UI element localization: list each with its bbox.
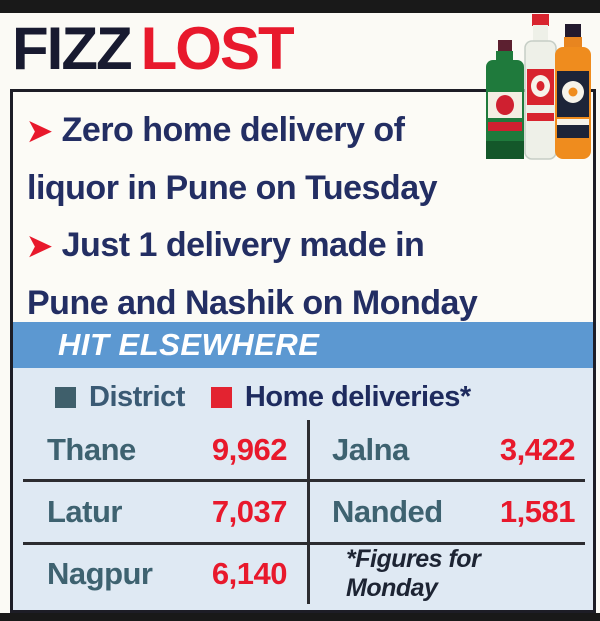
table-row: Latur 7,037 Nanded 1,581 [23,482,585,545]
arrow-bullet-icon: ➤ [27,230,52,263]
bullet-line: Pune and Nashik on Monday [27,284,478,322]
amber-bottle [555,24,591,159]
district-name: Jalna [332,431,409,467]
table-row: Thane 9,962 Jalna 3,422 [23,420,585,483]
district-value: 6,140 [211,556,288,592]
arrow-bullet-icon: ➤ [27,115,52,148]
table-cell-jalna: Jalna 3,422 [310,420,585,479]
bullet-line: Zero home delivery of [61,111,405,149]
clear-bottle [524,14,557,160]
page-title: FIZZ LOST [12,14,295,84]
bullet-line: Just 1 delivery made in [61,226,425,264]
table-cell-latur: Latur 7,037 [23,482,310,542]
district-value: 7,037 [211,493,288,529]
stats-section: District Home deliveries* Thane 9,962 Ja… [13,368,593,610]
deliveries-legend-square-icon [210,387,232,408]
table-cell-nanded: Nanded 1,581 [310,482,585,541]
infographic-box: ➤ Zero home delivery of liquor in Pune on… [10,89,596,613]
table-cell-footnote: *Figures for Monday [310,545,585,604]
table-cell-thane: Thane 9,962 [23,420,310,480]
district-name: Nanded [332,493,443,529]
district-value: 3,422 [499,431,576,467]
table-row: Nagpur 6,140 *Figures for Monday [23,544,585,604]
liquor-bottles-icon [486,14,591,160]
district-name: Nagpur [47,556,153,592]
page-title-part2: LOST [140,15,295,82]
bullet-list: ➤ Zero home delivery of liquor in Pune on… [13,92,593,322]
bullet-one-delivery: ➤ Just 1 delivery made in Pune and Nashik… [27,217,585,332]
table-footnote: *Figures for Monday [346,545,481,603]
legend-district-label: District [89,381,185,413]
page-title-part1: FIZZ [12,15,133,82]
green-bottle [486,40,524,159]
bullet-line: liquor in Pune on Tuesday [27,169,438,207]
table-cell-nagpur: Nagpur 6,140 [23,544,310,604]
top-rule-bar [0,0,600,13]
district-value: 1,581 [499,493,576,529]
bullet-zero-delivery: ➤ Zero home delivery of liquor in Pune on… [27,102,585,217]
section-header: HIT ELSEWHERE [13,322,593,368]
deliveries-table: Thane 9,962 Jalna 3,422 Latur 7,037 Nand… [23,420,585,604]
district-name: Latur [47,493,123,529]
district-name: Thane [47,431,136,467]
district-legend-square-icon [55,387,76,408]
district-value: 9,962 [211,431,288,467]
legend: District Home deliveries* [13,368,593,418]
bottom-rule-bar [0,613,600,621]
legend-deliveries-label: Home deliveries* [244,381,471,413]
